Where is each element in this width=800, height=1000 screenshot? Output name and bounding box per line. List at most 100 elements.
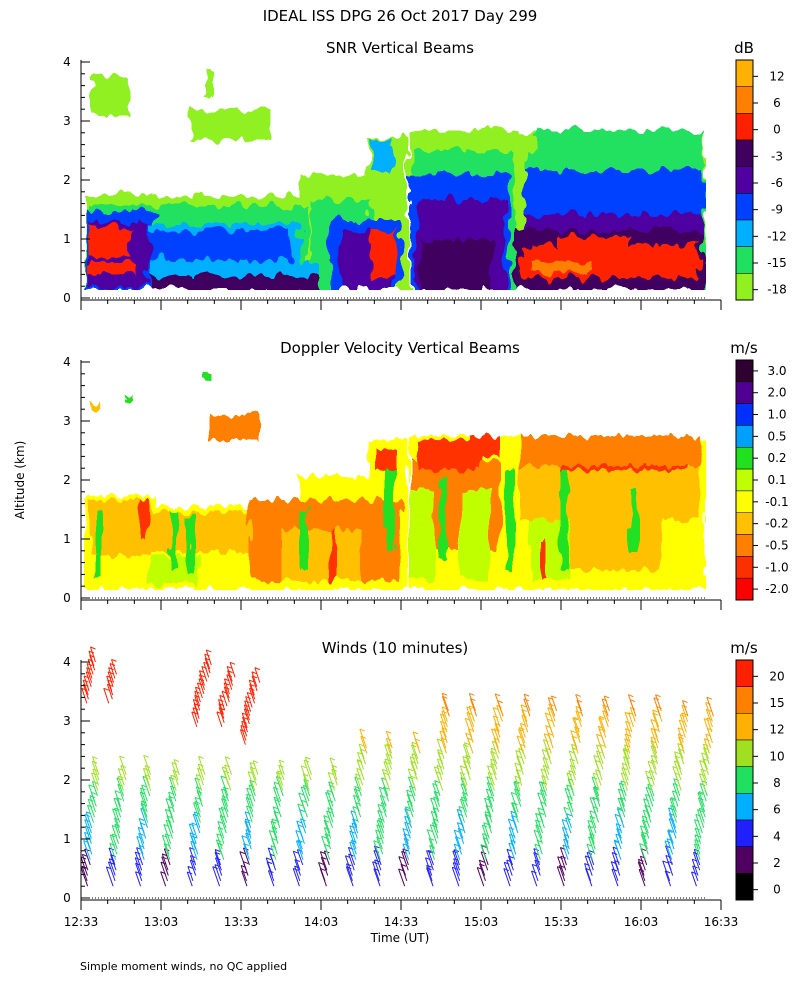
colorbar-tick-label: -1.0 xyxy=(765,560,788,574)
wind-barb xyxy=(191,711,198,728)
wind-barb xyxy=(407,768,415,786)
wind-barb-feather xyxy=(589,810,596,814)
wind-barb xyxy=(620,772,628,791)
colorbar-tick-label: -6 xyxy=(771,176,783,190)
wind-barb xyxy=(331,765,338,781)
wind-barb xyxy=(406,789,413,807)
wind-barb xyxy=(411,753,418,770)
wind-barb xyxy=(511,802,519,818)
wind-barb xyxy=(593,786,600,802)
wind-barb xyxy=(106,684,113,700)
wind-barb xyxy=(575,706,582,722)
y-tick-label: 4 xyxy=(63,655,71,669)
snr-region xyxy=(88,262,138,276)
wind-barb xyxy=(492,707,501,728)
wind-barb xyxy=(242,847,250,866)
wind-barb xyxy=(197,764,205,781)
wind-barb xyxy=(592,772,600,791)
wind-barb-feather xyxy=(410,775,416,779)
snr-region xyxy=(150,262,320,276)
wind-barb xyxy=(563,834,570,850)
wind-barb xyxy=(166,815,174,834)
wind-barb xyxy=(323,850,330,866)
wind-barb xyxy=(412,731,420,749)
wind-barb xyxy=(384,744,392,765)
wind-barb xyxy=(303,759,312,781)
wind-barb xyxy=(462,744,471,765)
wind-barb xyxy=(194,797,201,813)
wind-barb xyxy=(298,792,306,813)
wind-barb xyxy=(511,802,519,823)
wind-barb-feather xyxy=(545,712,551,716)
wind-barb-feather xyxy=(298,792,304,796)
wind-barb xyxy=(380,802,387,818)
doppler-region xyxy=(560,470,568,570)
colorbar-tick-label: 8 xyxy=(773,776,781,790)
wind-barb xyxy=(602,710,609,728)
wind-barb xyxy=(439,713,448,733)
wind-barb xyxy=(138,818,145,834)
wind-barb xyxy=(664,840,673,860)
wind-barb-feather xyxy=(567,795,573,799)
wind-barb xyxy=(645,787,654,807)
wind-barb-feather xyxy=(699,807,705,811)
wind-barb-feather xyxy=(520,722,526,726)
wind-barb xyxy=(325,792,333,813)
wind-barb-feather xyxy=(358,743,365,747)
wind-barb xyxy=(433,791,441,807)
wind-barb xyxy=(373,868,381,887)
wind-barb xyxy=(535,813,543,834)
wind-barb xyxy=(476,867,485,887)
wind-barb xyxy=(172,770,179,786)
wind-barb xyxy=(432,783,440,802)
wind-barb xyxy=(566,784,573,802)
wind-barb xyxy=(84,832,91,850)
wind-barb xyxy=(244,820,252,839)
doppler-region xyxy=(330,530,336,580)
wind-barb xyxy=(273,797,280,813)
wind-barb-feather xyxy=(707,727,713,731)
wind-barb xyxy=(168,791,175,807)
wind-barb-feather xyxy=(628,694,634,698)
y-tick-label: 3 xyxy=(63,714,71,728)
colorbar-cell xyxy=(735,273,754,301)
wind-barb xyxy=(92,756,100,775)
wind-barb xyxy=(223,678,230,695)
colorbar-tick-label: 10 xyxy=(769,749,784,763)
wind-barb-feather xyxy=(212,866,218,870)
doppler-region xyxy=(150,512,250,552)
wind-barb xyxy=(373,850,382,871)
wind-barb xyxy=(542,739,551,759)
wind-barb xyxy=(248,784,256,802)
wind-barb xyxy=(570,730,578,749)
wind-barb xyxy=(385,738,393,754)
wind-barb-feather xyxy=(436,764,443,768)
wind-barb xyxy=(373,845,382,866)
wind-barb xyxy=(193,703,200,719)
wind-barb xyxy=(165,820,174,839)
wind-barb xyxy=(650,760,657,775)
wind-barb xyxy=(224,756,233,775)
wind-barb-feather xyxy=(492,707,499,711)
wind-barb-feather xyxy=(698,797,704,801)
wind-barb xyxy=(556,866,565,887)
wind-barb xyxy=(140,808,149,828)
wind-barb-feather xyxy=(479,859,485,863)
wind-barb xyxy=(404,806,412,823)
wind-barb-feather xyxy=(703,718,710,722)
wind-barb-feather xyxy=(301,765,307,769)
wind-barb xyxy=(627,694,635,712)
wind-barb xyxy=(547,697,556,717)
colorbar2-units: m/s xyxy=(730,339,758,357)
wind-barb xyxy=(216,711,223,728)
wind-barb xyxy=(251,675,258,692)
wind-barb xyxy=(694,834,701,850)
wind-barb xyxy=(331,769,338,786)
wind-barb-feather xyxy=(329,757,336,761)
wind-barb xyxy=(192,802,201,823)
wind-barb xyxy=(243,704,250,720)
wind-barb xyxy=(645,770,653,791)
wind-barb xyxy=(693,843,701,860)
wind-barb xyxy=(349,841,357,860)
